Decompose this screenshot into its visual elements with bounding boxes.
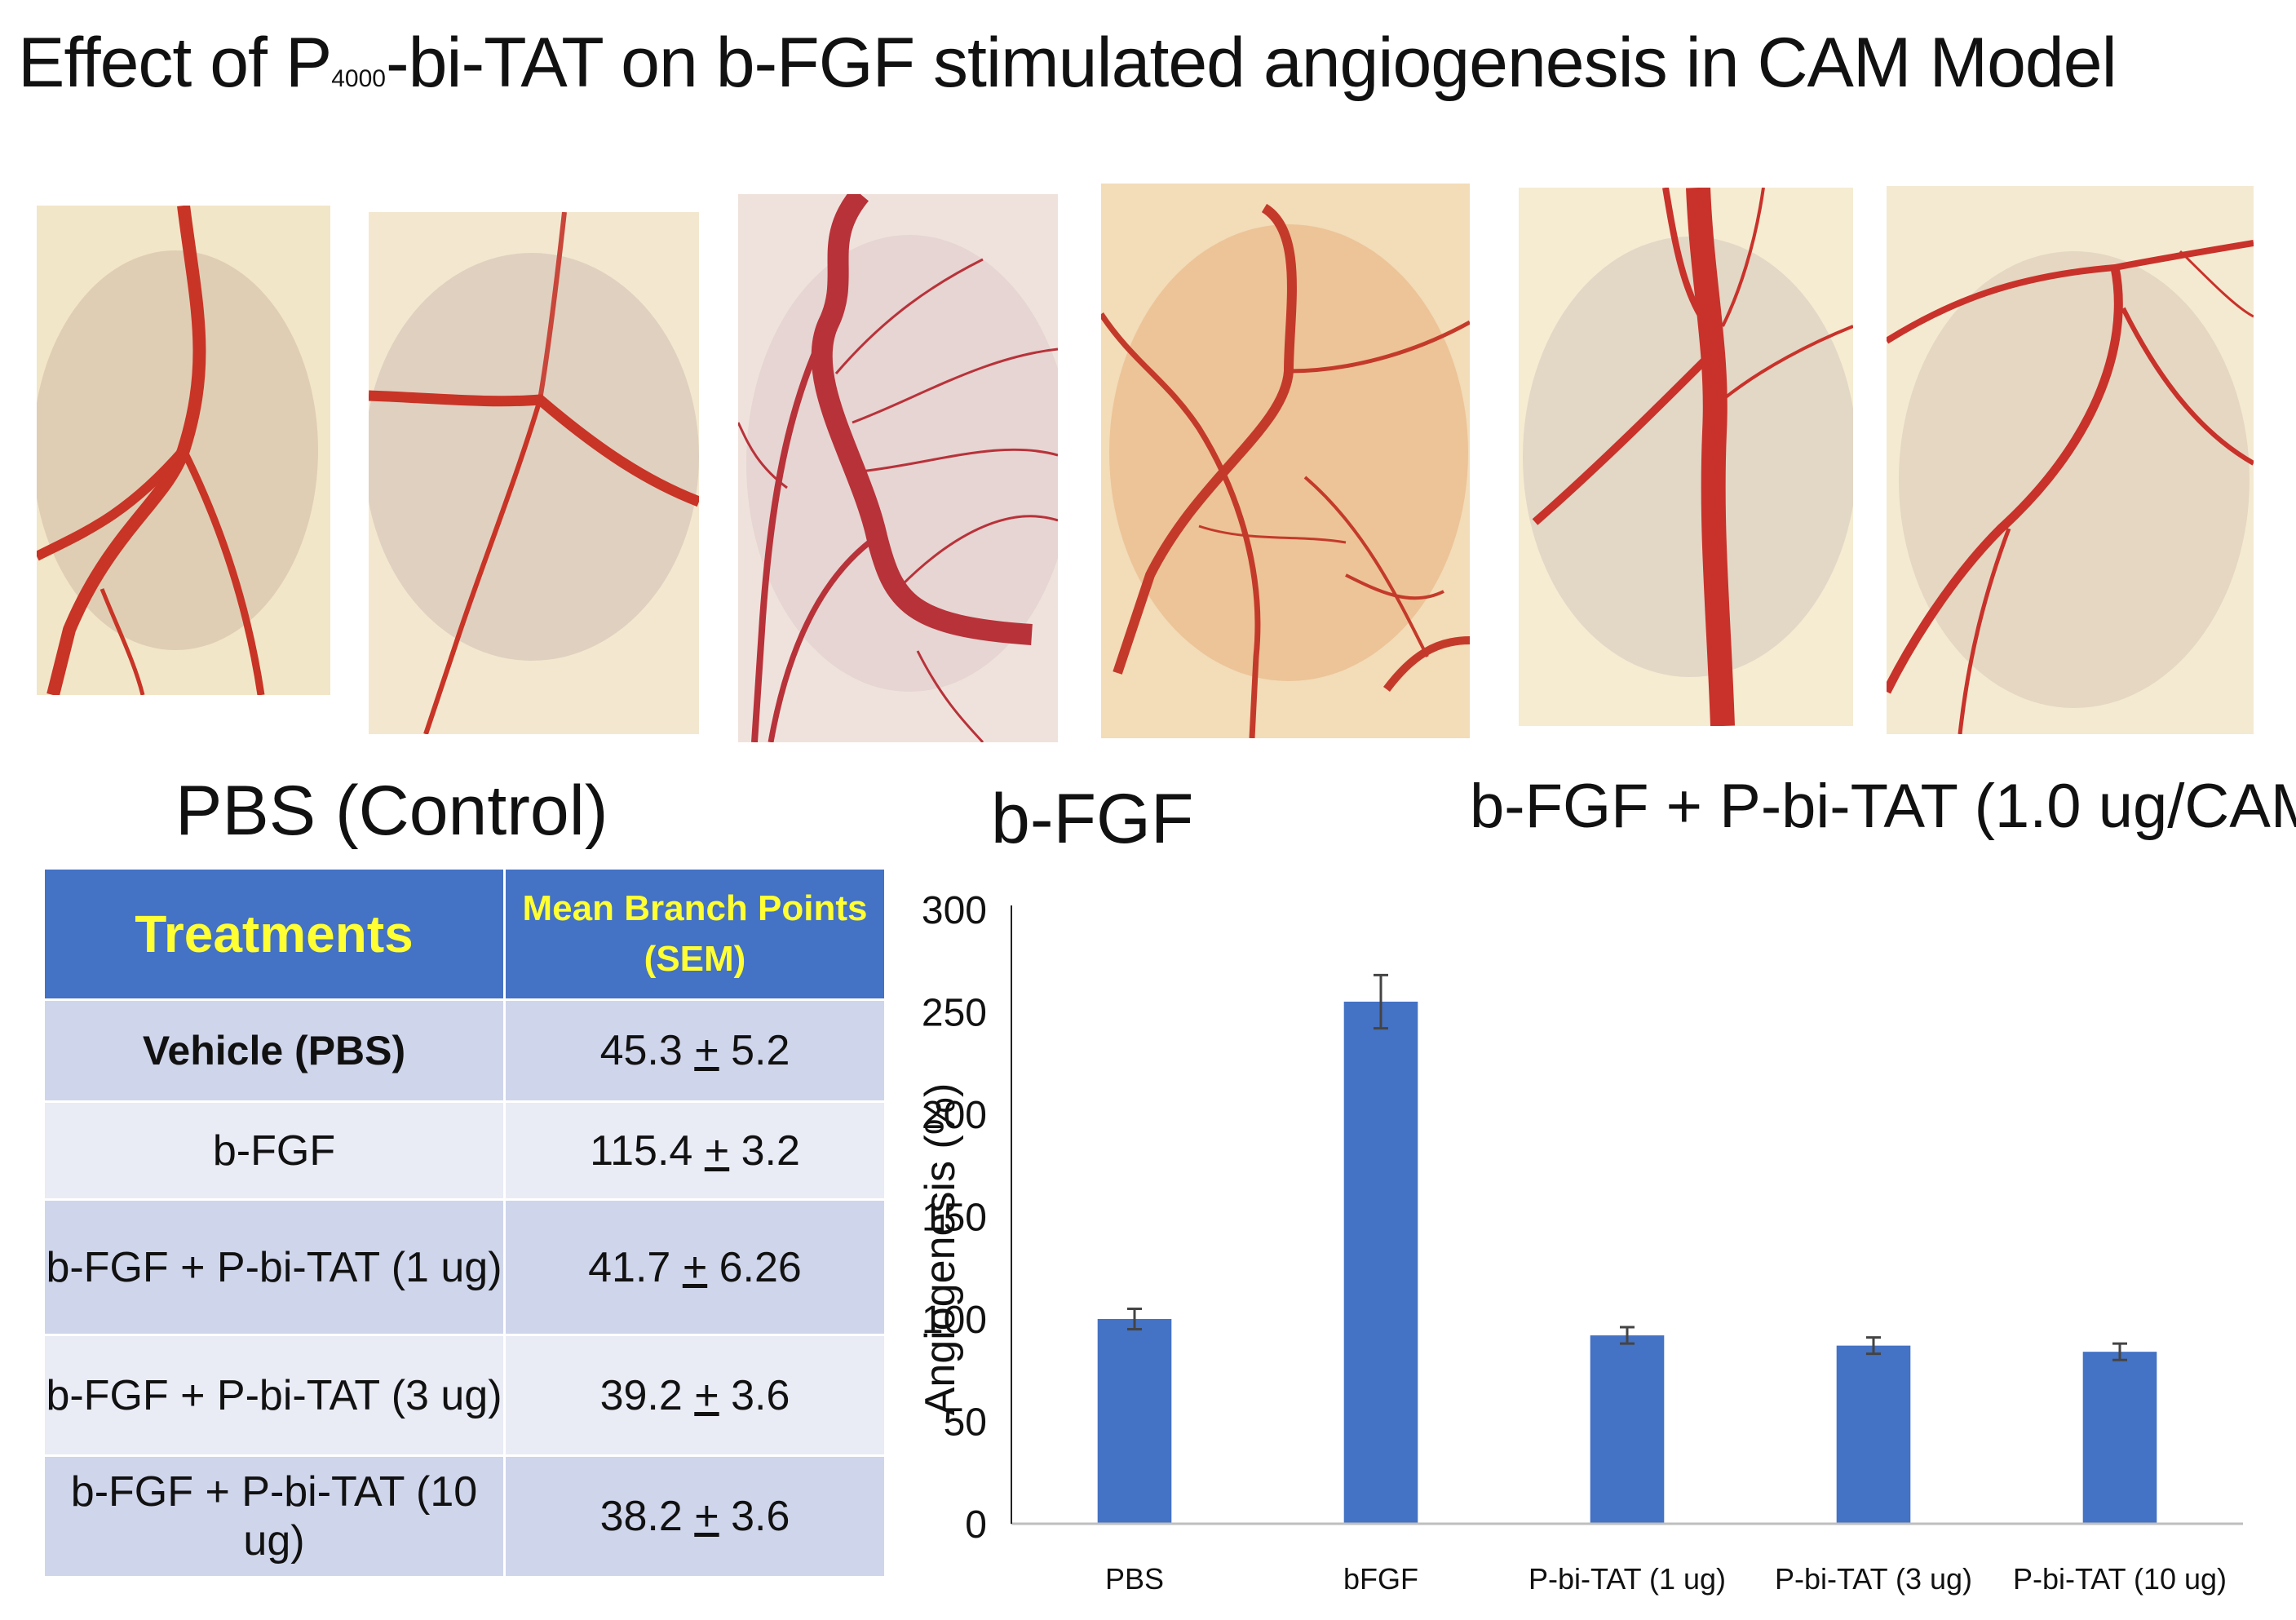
- treatment-cell: Vehicle (PBS): [42, 998, 506, 1103]
- x-tick-label: P-bi-TAT (10 ug): [2013, 1562, 2227, 1596]
- label-bfgf-tat: b-FGF + P-bi-TAT (1.0 ug/CAM: [1470, 772, 2296, 841]
- table-row: b-FGF 115.4 + 3.2: [42, 1100, 887, 1202]
- mean-cell: 38.2 + 3.6: [503, 1454, 887, 1578]
- cam-photo-tat-2: [1887, 186, 2254, 734]
- cam-photo-tat-1: [1519, 188, 1853, 726]
- label-pbs-control: PBS (Control): [175, 772, 608, 850]
- y-tick-label: 200: [922, 1094, 987, 1137]
- cam-photo-pbs-2: [369, 212, 699, 734]
- title-suffix: -bi-TAT on b-FGF stimulated angiogenesis…: [385, 24, 2117, 102]
- bar-0: [1097, 1319, 1172, 1524]
- bar-4: [2082, 1352, 2157, 1524]
- mean-cell: 45.3 + 5.2: [503, 998, 887, 1103]
- table-row: b-FGF + P-bi-TAT (10 ug) 38.2 + 3.6: [42, 1454, 887, 1578]
- title-prefix: Effect of P: [18, 24, 332, 102]
- y-tick-label: 50: [944, 1401, 987, 1445]
- figure-title: Effect of P4000-bi-TAT on b-FGF stimulat…: [18, 18, 2285, 108]
- y-tick-label: 250: [922, 992, 987, 1035]
- bar-1: [1343, 1001, 1418, 1524]
- treatment-cell: b-FGF + P-bi-TAT (3 ug): [42, 1333, 506, 1458]
- title-subscript: 4000: [331, 65, 386, 92]
- cam-photo-pbs-1: [37, 206, 330, 695]
- cam-photo-bfgf-1: [738, 194, 1058, 742]
- header-treatments: Treatments: [42, 867, 506, 1001]
- mean-cell: 41.7 + 6.26: [503, 1198, 887, 1336]
- table-row: Vehicle (PBS) 45.3 + 5.2: [42, 998, 887, 1103]
- bar-3: [1836, 1345, 1911, 1524]
- x-tick-label: P-bi-TAT (3 ug): [1775, 1562, 1972, 1596]
- table-row: b-FGF + P-bi-TAT (3 ug) 39.2 + 3.6: [42, 1333, 887, 1458]
- treatment-cell: b-FGF + P-bi-TAT (10 ug): [42, 1454, 506, 1578]
- cam-photo-bfgf-2: [1101, 184, 1470, 738]
- treatment-cell: b-FGF + P-bi-TAT (1 ug): [42, 1198, 506, 1336]
- y-tick-label: 150: [922, 1197, 987, 1240]
- table-row: b-FGF + P-bi-TAT (1 ug) 41.7 + 6.26: [42, 1198, 887, 1336]
- y-axis-label: Angiogenesis (%): [917, 1083, 964, 1416]
- table-header-row: Treatments Mean Branch Points (SEM): [42, 867, 887, 1001]
- treatment-cell: b-FGF: [42, 1100, 506, 1202]
- y-tick-label: 0: [965, 1503, 987, 1547]
- y-tick-label: 100: [922, 1299, 987, 1342]
- chart-svg: 0 50 100 150 200 250 300 PBS bFGF P-bi-TAT (1 ug…: [917, 889, 2243, 1596]
- angiogenesis-chart: 0 50 100 150 200 250 300 PBS bFGF P-bi-TAT (1 ug…: [905, 865, 2292, 1615]
- treatment-table: Treatments Mean Branch Points (SEM) Vehi…: [42, 867, 887, 1578]
- mean-cell: 115.4 + 3.2: [503, 1100, 887, 1202]
- mean-cell: 39.2 + 3.6: [503, 1333, 887, 1458]
- label-bfgf: b-FGF: [991, 780, 1194, 858]
- x-tick-label: PBS: [1105, 1562, 1164, 1596]
- header-mean-branch-points: Mean Branch Points (SEM): [503, 867, 887, 1001]
- y-tick-label: 300: [922, 889, 987, 932]
- x-tick-label: bFGF: [1343, 1562, 1418, 1596]
- x-tick-label: P-bi-TAT (1 ug): [1528, 1562, 1726, 1596]
- bar-2: [1590, 1335, 1665, 1524]
